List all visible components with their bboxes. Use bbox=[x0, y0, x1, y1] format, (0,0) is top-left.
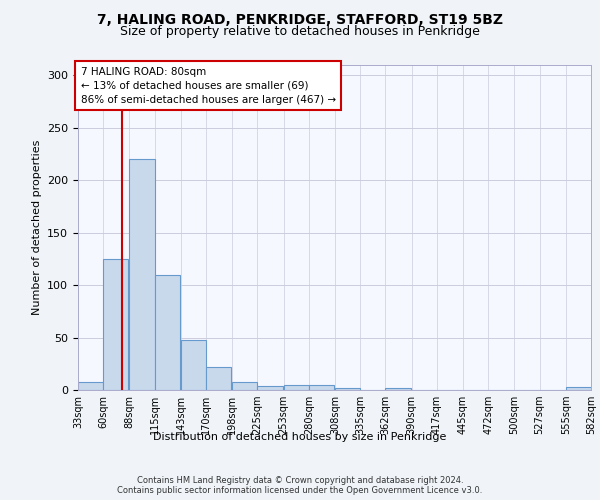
Bar bbox=[206, 367, 231, 390]
Bar bbox=[257, 386, 283, 390]
Bar bbox=[155, 274, 180, 390]
Bar bbox=[335, 388, 360, 390]
Bar bbox=[309, 385, 334, 390]
Y-axis label: Number of detached properties: Number of detached properties bbox=[32, 140, 41, 315]
Text: Distribution of detached houses by size in Penkridge: Distribution of detached houses by size … bbox=[154, 432, 446, 442]
Bar bbox=[284, 385, 309, 390]
Text: Contains HM Land Registry data © Crown copyright and database right 2024.
Contai: Contains HM Land Registry data © Crown c… bbox=[118, 476, 482, 495]
Bar bbox=[385, 388, 410, 390]
Bar bbox=[103, 259, 128, 390]
Bar bbox=[232, 382, 257, 390]
Bar bbox=[78, 382, 103, 390]
Bar bbox=[181, 340, 206, 390]
Bar bbox=[566, 387, 591, 390]
Text: 7, HALING ROAD, PENKRIDGE, STAFFORD, ST19 5BZ: 7, HALING ROAD, PENKRIDGE, STAFFORD, ST1… bbox=[97, 12, 503, 26]
Bar bbox=[130, 160, 155, 390]
Text: Size of property relative to detached houses in Penkridge: Size of property relative to detached ho… bbox=[120, 25, 480, 38]
Text: 7 HALING ROAD: 80sqm
← 13% of detached houses are smaller (69)
86% of semi-detac: 7 HALING ROAD: 80sqm ← 13% of detached h… bbox=[80, 66, 335, 104]
